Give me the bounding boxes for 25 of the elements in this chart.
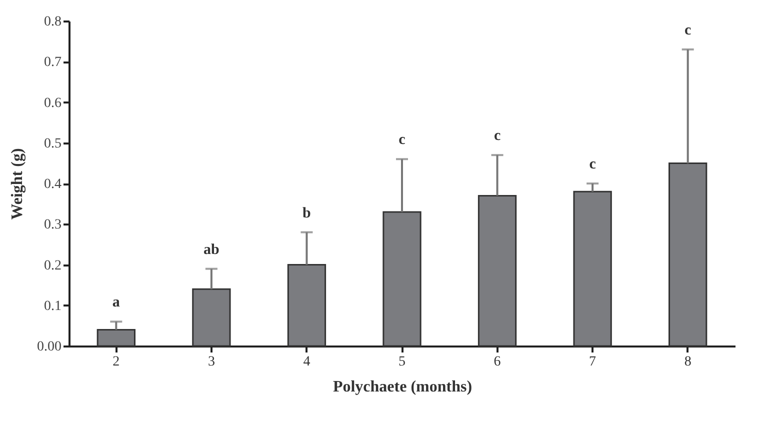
- y-tick-label: 0.5: [44, 136, 62, 152]
- annotation: c: [398, 132, 406, 148]
- x-tick-label: 4: [303, 354, 310, 370]
- annotation: c: [589, 156, 596, 172]
- y-tick-label: 0.8: [44, 14, 62, 30]
- x-tick-label: 7: [589, 354, 596, 370]
- y-tick-label: 0.1: [44, 298, 62, 314]
- annotation: c: [494, 128, 501, 144]
- x-axis-title: Polychaete (months): [332, 378, 472, 396]
- y-tick-label: 0.6: [44, 96, 62, 111]
- x-tick-label: 3: [208, 354, 215, 370]
- y-tick-label: 0.00: [37, 340, 62, 354]
- x-tick-label: 8: [684, 354, 692, 370]
- x-tick-label: 6: [494, 354, 501, 370]
- y-tick-label: 0.3: [44, 218, 62, 233]
- y-tick-label: 0.7: [44, 55, 62, 70]
- annotation: c: [684, 22, 692, 38]
- x-tick-label: 2: [112, 354, 120, 370]
- annotation: ab: [204, 242, 220, 258]
- x-tick-label: 5: [398, 354, 406, 370]
- annotation: b: [302, 205, 311, 222]
- y-tick-label: 0.2: [44, 258, 62, 274]
- y-axis-title: Weight (g): [9, 148, 26, 220]
- annotation: a: [112, 294, 120, 311]
- y-tick-label: 0.4: [44, 177, 62, 192]
